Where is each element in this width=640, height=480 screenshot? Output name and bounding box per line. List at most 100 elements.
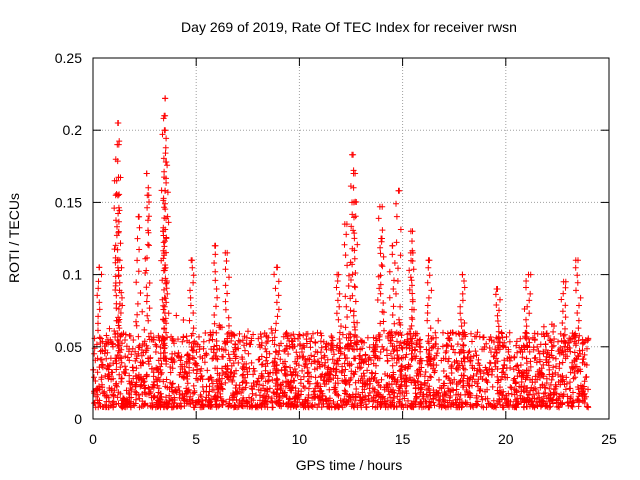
data-point [106, 373, 113, 380]
data-point [133, 365, 140, 372]
data-point [330, 399, 337, 405]
data-point [358, 364, 365, 371]
data-point [326, 386, 333, 393]
data-point [135, 333, 142, 340]
data-point [176, 353, 182, 360]
data-point [513, 342, 520, 349]
data-point [332, 388, 339, 395]
data-point [538, 370, 545, 377]
data-point [162, 280, 169, 287]
data-point [376, 355, 383, 362]
data-point [556, 404, 563, 411]
data-point [113, 177, 120, 184]
data-point [185, 356, 192, 362]
data-point [378, 402, 385, 409]
data-point [530, 387, 537, 394]
data-point [443, 373, 450, 379]
data-point [399, 345, 406, 352]
data-point [165, 219, 172, 226]
x-tick-label: 10 [292, 431, 308, 447]
data-point [212, 251, 219, 258]
data-point [174, 352, 181, 359]
data-point [226, 355, 233, 362]
data-point [386, 268, 393, 275]
data-point [543, 330, 550, 337]
data-point [160, 197, 167, 204]
data-point [329, 337, 336, 344]
y-tick-label: 0.05 [55, 339, 82, 355]
data-point [551, 391, 558, 398]
data-point [351, 235, 358, 242]
data-point [287, 396, 294, 403]
data-point [157, 363, 164, 370]
data-point [181, 369, 188, 376]
data-point [263, 340, 270, 346]
data-point [287, 364, 293, 371]
data-point [460, 365, 467, 372]
data-point [474, 329, 481, 336]
data-point [346, 381, 353, 388]
data-point [254, 378, 261, 384]
data-point [352, 368, 359, 375]
data-point [181, 397, 188, 404]
data-point [427, 392, 434, 399]
data-point [241, 366, 248, 373]
data-point [472, 400, 479, 407]
data-point [231, 370, 238, 377]
data-point [460, 372, 467, 379]
data-point [139, 391, 146, 397]
data-point [112, 334, 119, 340]
data-point [548, 376, 555, 383]
data-point [461, 320, 468, 326]
data-point [269, 330, 276, 336]
data-point [510, 366, 517, 373]
data-point [145, 217, 151, 224]
data-point [362, 401, 369, 408]
data-point [210, 349, 217, 356]
data-point [216, 402, 223, 409]
data-point [576, 347, 583, 354]
data-point [273, 264, 280, 271]
data-point [145, 192, 152, 199]
data-point [510, 377, 517, 384]
data-point [347, 307, 354, 314]
data-point [146, 242, 152, 249]
data-point [286, 343, 293, 350]
data-point [121, 397, 128, 404]
data-point [281, 367, 288, 374]
data-point [562, 386, 569, 393]
data-point [324, 356, 331, 363]
data-point [409, 238, 415, 245]
data-point [222, 298, 229, 305]
data-point [350, 151, 357, 158]
data-point [346, 393, 353, 399]
data-point [252, 404, 259, 410]
data-point [211, 242, 218, 249]
data-point [358, 399, 365, 406]
data-point [273, 299, 280, 306]
data-point [275, 278, 282, 285]
data-point [271, 341, 278, 348]
data-point [126, 391, 133, 398]
data-point [480, 334, 486, 341]
data-point [144, 204, 151, 211]
data-point [387, 338, 394, 344]
data-point [483, 377, 490, 384]
data-point [391, 378, 398, 385]
data-point [418, 364, 425, 371]
data-point [168, 384, 175, 391]
data-point [225, 403, 232, 410]
data-point [380, 318, 387, 325]
data-point [161, 345, 168, 352]
data-point [373, 337, 380, 344]
data-point [385, 330, 392, 337]
data-point [152, 349, 159, 355]
data-point [273, 399, 280, 406]
data-point [106, 385, 113, 391]
data-point [559, 400, 565, 407]
data-point [496, 307, 502, 314]
data-point [190, 325, 197, 332]
data-point [285, 351, 292, 357]
data-point [409, 290, 416, 297]
data-point [523, 342, 530, 349]
